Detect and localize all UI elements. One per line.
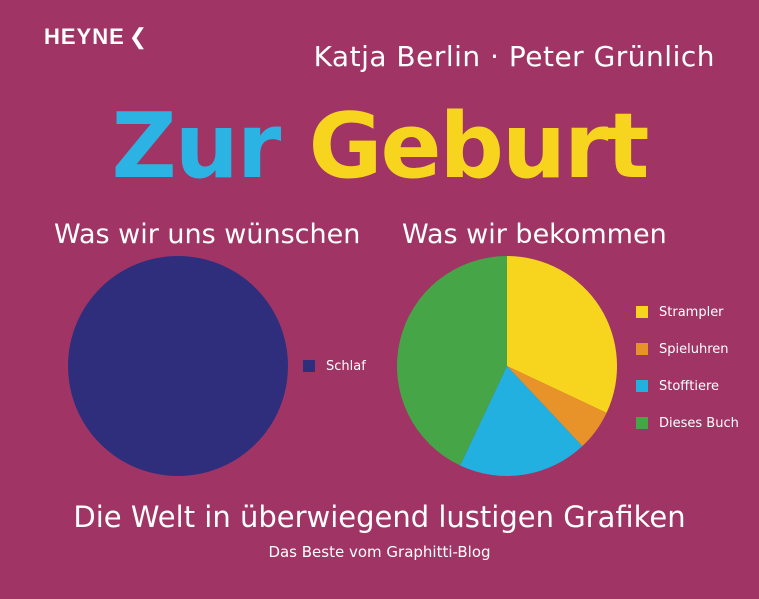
title-word-1: Zur (111, 94, 282, 199)
reality-slice-dieses-buch (397, 255, 507, 466)
reality-legend-label-spieluhren: Spieluhren (659, 341, 729, 357)
publisher-name: HEYNE (44, 24, 125, 49)
legend-wishes: Schlaf (303, 358, 366, 395)
cover-title: Zur Geburt (0, 92, 759, 202)
wishes-legend-swatch-schlaf (303, 360, 315, 372)
pie-chart-wishes (68, 256, 288, 476)
wishes-slice-schlaf (68, 256, 288, 476)
legend-reality: Strampler Spieluhren Stofftiere Dieses Buch (636, 304, 739, 452)
title-word-2: Geburt (308, 94, 650, 199)
publisher-chevron-icon: ❮ (128, 24, 149, 49)
reality-slice-strampler (507, 256, 617, 413)
reality-legend-label-stofftiere: Stofftiere (659, 378, 720, 394)
wishes-legend-item-schlaf: Schlaf (303, 358, 366, 374)
reality-legend-swatch-strampler (636, 306, 648, 318)
reality-slice-spieluhren (507, 366, 607, 447)
subtitle: Die Welt in überwiegend lustigen Grafike… (73, 500, 686, 534)
reality-legend-label-dieses-buch: Dieses Buch (659, 415, 739, 431)
reality-legend-label-strampler: Strampler (659, 304, 724, 320)
reality-legend-item-dieses-buch: Dieses Buch (636, 415, 739, 431)
chart-title-left: Was wir uns wünschen (54, 219, 361, 250)
publisher-logo: HEYNE ❮ (44, 24, 148, 50)
reality-legend-swatch-spieluhren (636, 343, 648, 355)
reality-legend-item-spieluhren: Spieluhren (636, 341, 739, 357)
reality-legend-item-strampler: Strampler (636, 304, 739, 320)
wishes-legend-label-schlaf: Schlaf (326, 358, 366, 374)
reality-legend-item-stofftiere: Stofftiere (636, 378, 739, 394)
pie-chart-reality (397, 255, 617, 476)
reality-legend-swatch-dieses-buch (636, 417, 648, 429)
authors: Katja Berlin · Peter Grünlich (313, 40, 715, 73)
tagline: Das Beste vom Graphitti-Blog (268, 543, 491, 561)
reality-legend-swatch-stofftiere (636, 380, 648, 392)
chart-title-right: Was wir bekommen (402, 219, 667, 250)
reality-slice-stofftiere (460, 366, 583, 476)
